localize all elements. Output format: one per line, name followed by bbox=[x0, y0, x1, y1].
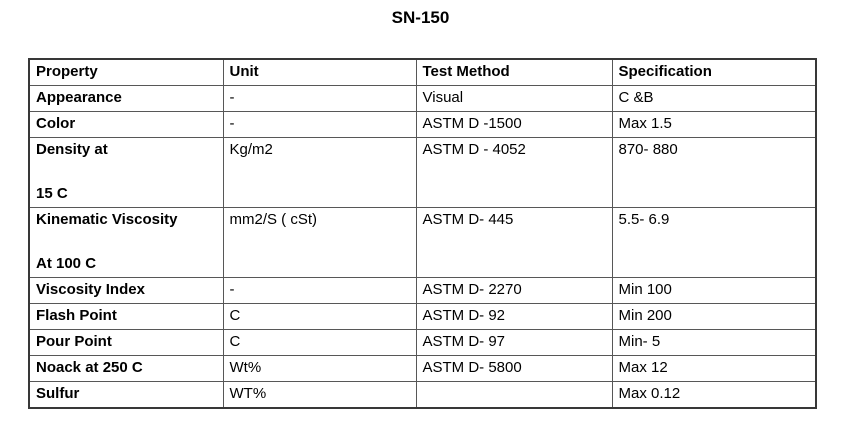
table-row: Density at 15 C Kg/m2 ASTM D - 4052 870- 88… bbox=[28, 137, 817, 208]
table-row: Sulfur WT% Max 0.12 bbox=[28, 381, 817, 409]
cell-unit: - bbox=[222, 277, 417, 304]
cell-specification: 870- 880 bbox=[611, 137, 817, 208]
cell-property: Color bbox=[28, 111, 224, 138]
cell-test-method: ASTM D - 4052 bbox=[415, 137, 613, 208]
col-header-test-method: Test Method bbox=[415, 58, 613, 86]
cell-specification: Max 1.5 bbox=[611, 111, 817, 138]
cell-specification: 5.5- 6.9 bbox=[611, 207, 817, 278]
col-header-specification: Specification bbox=[611, 58, 817, 86]
cell-test-method: ASTM D- 92 bbox=[415, 303, 613, 330]
spec-table: Property Unit Test Method Specification … bbox=[28, 58, 817, 409]
cell-property: Pour Point bbox=[28, 329, 224, 356]
cell-unit: Wt% bbox=[222, 355, 417, 382]
cell-property: Density at 15 C bbox=[28, 137, 224, 208]
cell-unit: C bbox=[222, 329, 417, 356]
cell-property: Sulfur bbox=[28, 381, 224, 409]
cell-property: Kinematic Viscosity At 100 C bbox=[28, 207, 224, 278]
cell-unit: - bbox=[222, 111, 417, 138]
cell-property: Noack at 250 C bbox=[28, 355, 224, 382]
cell-specification: Min 200 bbox=[611, 303, 817, 330]
table-row: Pour Point C ASTM D- 97 Min- 5 bbox=[28, 329, 817, 356]
table-row: Noack at 250 C Wt% ASTM D- 5800 Max 12 bbox=[28, 355, 817, 382]
cell-unit: mm2/S ( cSt) bbox=[222, 207, 417, 278]
cell-test-method bbox=[415, 381, 613, 409]
cell-test-method: ASTM D- 5800 bbox=[415, 355, 613, 382]
cell-test-method: ASTM D- 445 bbox=[415, 207, 613, 278]
cell-property: Viscosity Index bbox=[28, 277, 224, 304]
cell-property: Flash Point bbox=[28, 303, 224, 330]
cell-test-method: ASTM D- 2270 bbox=[415, 277, 613, 304]
cell-test-method: ASTM D -1500 bbox=[415, 111, 613, 138]
table-row: Flash Point C ASTM D- 92 Min 200 bbox=[28, 303, 817, 330]
page-title: SN-150 bbox=[391, 8, 450, 27]
cell-test-method: Visual bbox=[415, 85, 613, 112]
cell-specification: Max 0.12 bbox=[611, 381, 817, 409]
cell-unit: Kg/m2 bbox=[222, 137, 417, 208]
table-row: Appearance - Visual C &B bbox=[28, 85, 817, 112]
cell-unit: WT% bbox=[222, 381, 417, 409]
cell-test-method: ASTM D- 97 bbox=[415, 329, 613, 356]
cell-unit: - bbox=[222, 85, 417, 112]
table-body: Appearance - Visual C &B Color - ASTM D -1500 M… bbox=[28, 85, 817, 409]
cell-specification: Min 100 bbox=[611, 277, 817, 304]
col-header-unit: Unit bbox=[222, 58, 417, 86]
table-row: Color - ASTM D -1500 Max 1.5 bbox=[28, 111, 817, 138]
col-header-property: Property bbox=[28, 58, 224, 86]
cell-unit: C bbox=[222, 303, 417, 330]
cell-specification: C &B bbox=[611, 85, 817, 112]
cell-property: Appearance bbox=[28, 85, 224, 112]
cell-specification: Min- 5 bbox=[611, 329, 817, 356]
table-header-row: Property Unit Test Method Specification bbox=[28, 58, 817, 86]
cell-specification: Max 12 bbox=[611, 355, 817, 382]
table-row: Viscosity Index - ASTM D- 2270 Min 100 bbox=[28, 277, 817, 304]
